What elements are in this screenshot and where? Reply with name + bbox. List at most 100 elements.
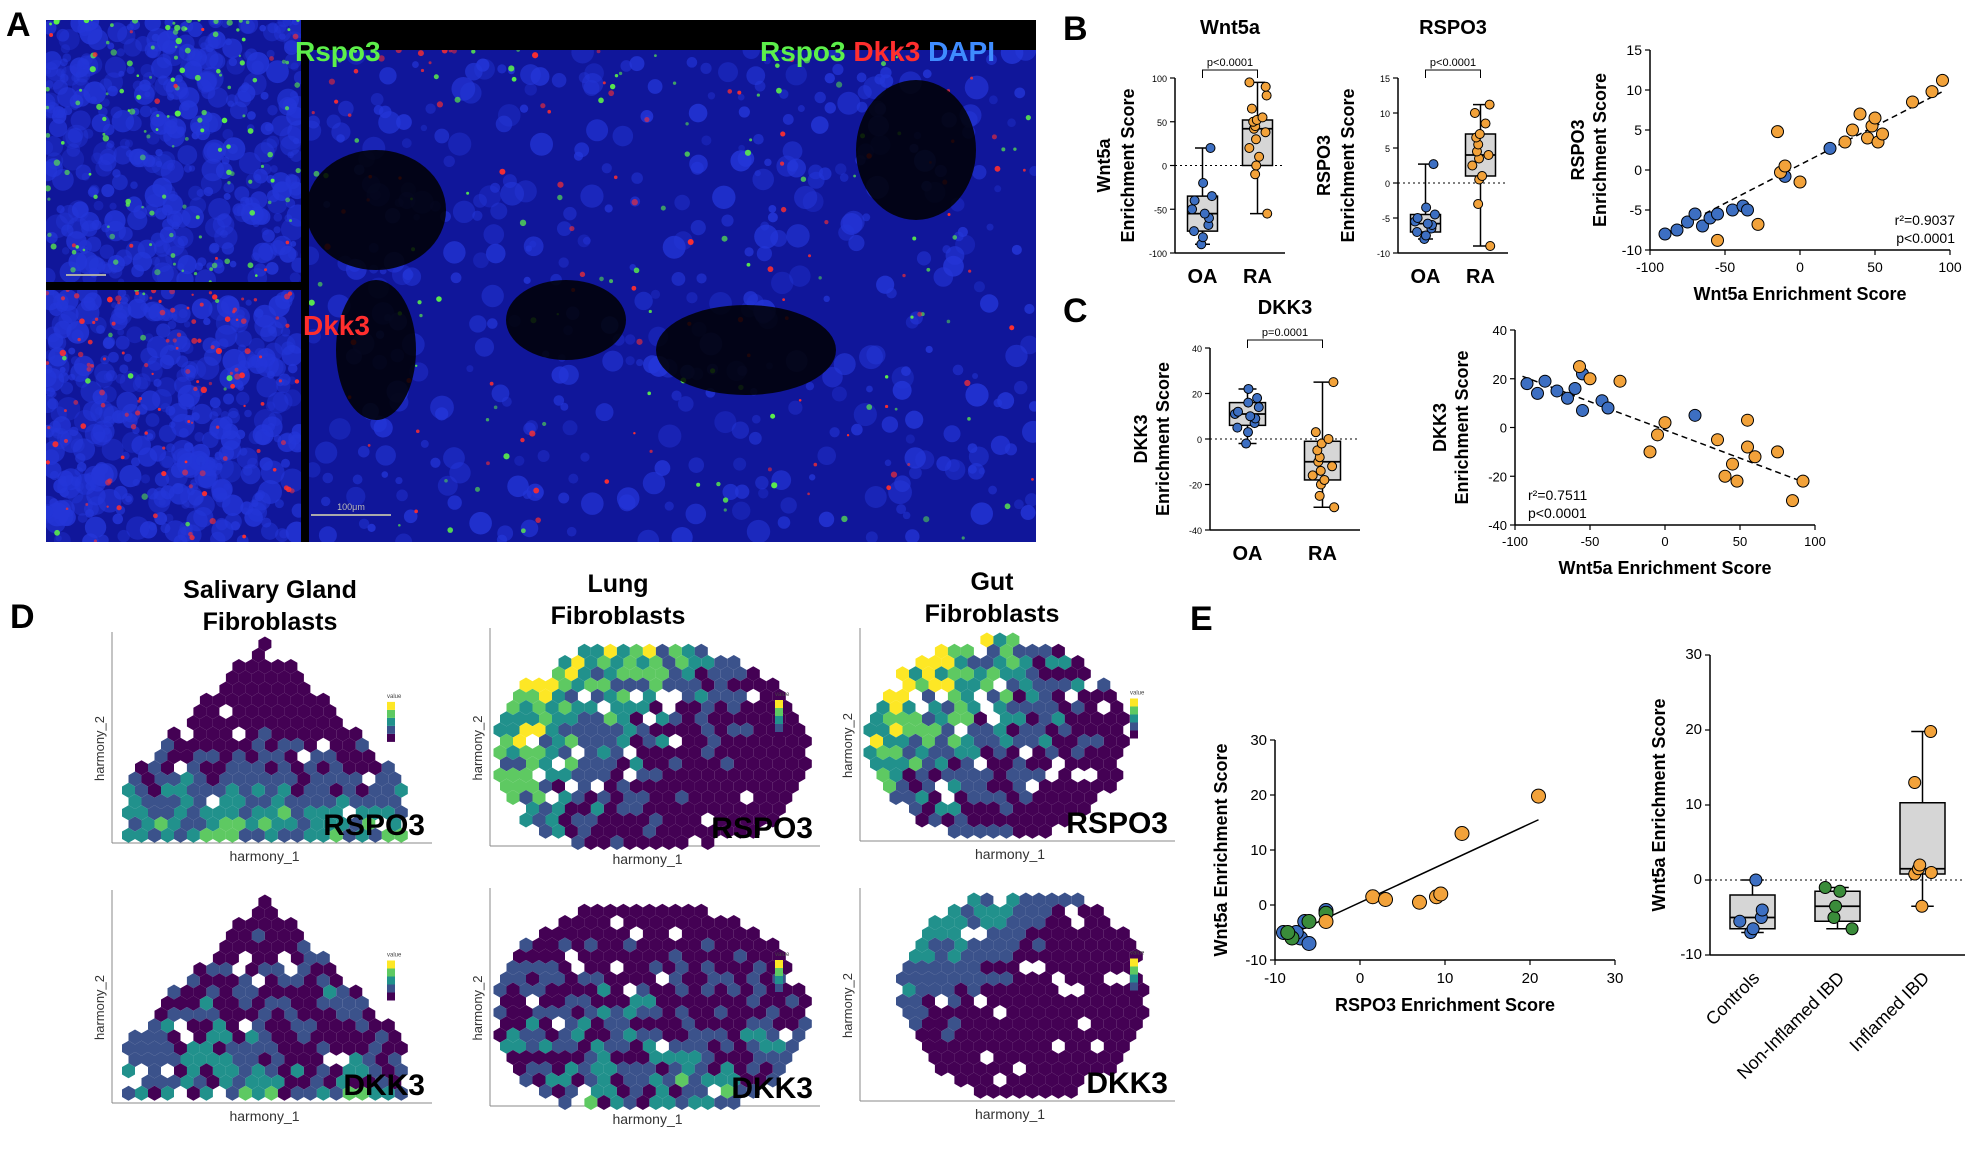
hex-cell xyxy=(694,1083,708,1099)
dapi-nucleus xyxy=(105,213,113,222)
hex-cell xyxy=(329,973,343,989)
hex-cell xyxy=(707,1016,721,1032)
dapi-nucleus xyxy=(768,204,777,213)
hex-cell xyxy=(297,939,311,955)
hex-cell xyxy=(590,926,604,942)
hex-cell xyxy=(922,756,935,772)
dapi-nucleus xyxy=(239,447,248,456)
hex-cell xyxy=(649,915,663,930)
dapi-nucleus xyxy=(530,132,554,156)
hex-cell xyxy=(999,948,1013,964)
dkk3-signal xyxy=(947,213,951,217)
dapi-nucleus xyxy=(238,350,257,369)
dapi-nucleus xyxy=(55,535,62,542)
significance-bracket xyxy=(1425,69,1481,78)
dapi-nucleus xyxy=(256,376,278,398)
hex-cell xyxy=(1038,643,1052,659)
hex-cell xyxy=(219,771,233,787)
rspo3-signal xyxy=(197,18,201,22)
dapi-nucleus xyxy=(253,263,267,277)
category-label: RA xyxy=(1243,266,1272,285)
hex-cell xyxy=(180,816,194,832)
hex-cell xyxy=(564,1083,578,1099)
hexbin-title-gut-line2: Fibroblasts xyxy=(924,600,1060,628)
hex-cell xyxy=(577,733,591,749)
rspo3-signal xyxy=(129,108,136,115)
hex-cell xyxy=(193,726,207,742)
hex-cell xyxy=(662,1005,676,1020)
hex-cell xyxy=(675,722,689,738)
hex-cell xyxy=(707,733,721,749)
hex-cell xyxy=(947,903,961,919)
hex-cell xyxy=(290,1063,304,1079)
hex-cell xyxy=(251,647,265,663)
dapi-nucleus xyxy=(154,254,173,273)
dapi-nucleus xyxy=(76,462,87,472)
hex-cell xyxy=(993,915,1007,930)
hex-cell xyxy=(603,801,617,817)
hex-cell xyxy=(902,767,916,783)
hex-cell xyxy=(707,1061,721,1077)
hex-cell xyxy=(753,700,767,715)
hex-cell xyxy=(232,794,246,809)
hex-cell xyxy=(694,733,708,749)
rspo3-signal xyxy=(542,421,547,427)
rspo3-signal xyxy=(155,128,159,131)
hex-cell xyxy=(519,677,533,693)
data-point xyxy=(1245,411,1256,422)
x-tick-label: -50 xyxy=(1715,259,1735,275)
hex-cell xyxy=(1103,948,1117,964)
dkk3-signal xyxy=(115,295,122,302)
hex-cell xyxy=(329,760,343,776)
hex-cell xyxy=(148,1063,161,1079)
dkk3-signal xyxy=(489,381,494,386)
hex-cell xyxy=(636,960,650,975)
hex-cell xyxy=(1006,745,1020,760)
rspo3-signal xyxy=(444,479,448,483)
hex-cell xyxy=(355,827,369,843)
hex-cell xyxy=(212,1040,226,1056)
dkk3-signal xyxy=(532,52,539,59)
hex-cell xyxy=(662,915,676,930)
dapi-nucleus xyxy=(146,46,158,58)
rspo3-signal xyxy=(184,137,189,141)
hex-cell xyxy=(1077,688,1091,704)
hex-cell xyxy=(597,655,611,670)
y-tick-label: 0 xyxy=(1694,871,1702,888)
dapi-nucleus xyxy=(226,55,246,75)
hex-cell xyxy=(1038,823,1052,839)
hex-cell xyxy=(212,805,226,821)
hex-cell xyxy=(662,960,676,975)
dapi-nucleus xyxy=(551,72,567,88)
hex-cell xyxy=(584,960,598,975)
hex-cell xyxy=(934,666,948,682)
hex-cell xyxy=(148,827,161,843)
dapi-nucleus xyxy=(266,49,275,58)
hex-cell xyxy=(564,1038,578,1054)
hex-cell xyxy=(564,711,578,727)
hex-cell xyxy=(1019,982,1033,998)
dkk3-signal xyxy=(215,347,223,355)
rspo3-signal xyxy=(127,373,134,379)
hex-cell xyxy=(500,733,513,749)
hex-cell xyxy=(1097,937,1111,953)
hex-cell xyxy=(766,790,780,805)
dapi-nucleus xyxy=(865,531,878,544)
hex-cell xyxy=(1064,993,1078,1009)
hex-cell xyxy=(577,778,591,794)
hex-cell xyxy=(779,767,793,783)
hex-cell xyxy=(277,760,291,776)
data-point xyxy=(1718,469,1732,483)
hex-cell xyxy=(610,937,624,953)
hex-cell xyxy=(649,677,663,693)
dapi-nucleus xyxy=(83,81,107,105)
hex-cell xyxy=(284,749,298,764)
dkk3-signal xyxy=(256,449,261,454)
rspo3-signal xyxy=(136,74,140,77)
dapi-nucleus xyxy=(234,186,250,202)
hex-cell xyxy=(297,1007,311,1022)
dkk3-signal xyxy=(230,383,236,389)
hex-cell xyxy=(238,1040,252,1056)
colorbar-segment xyxy=(387,701,395,710)
hex-cell xyxy=(928,655,942,670)
